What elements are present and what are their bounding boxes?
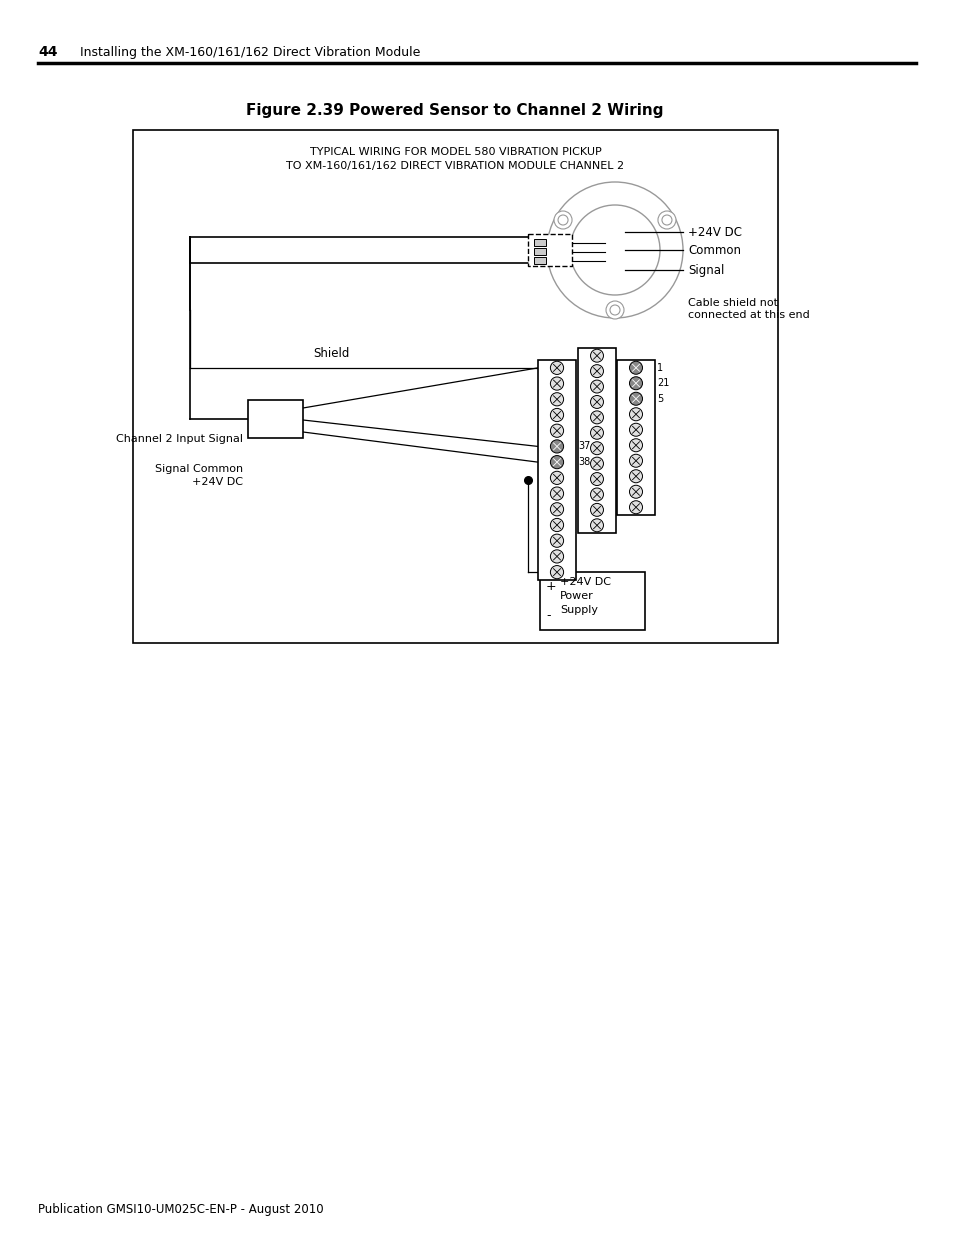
Bar xyxy=(534,257,545,264)
Circle shape xyxy=(550,377,563,390)
Circle shape xyxy=(590,364,603,378)
Circle shape xyxy=(605,301,623,319)
Circle shape xyxy=(590,426,603,440)
Circle shape xyxy=(590,442,603,454)
Text: Signal Common: Signal Common xyxy=(154,464,243,474)
Text: 37: 37 xyxy=(578,441,590,452)
Bar xyxy=(132,130,778,643)
Circle shape xyxy=(590,519,603,532)
Text: Signal: Signal xyxy=(687,263,723,277)
Circle shape xyxy=(550,472,563,484)
Text: 44: 44 xyxy=(38,44,57,59)
Text: -: - xyxy=(545,610,550,622)
Circle shape xyxy=(550,393,563,406)
Circle shape xyxy=(590,380,603,393)
Circle shape xyxy=(550,456,563,469)
Text: +24V DC: +24V DC xyxy=(192,477,243,487)
Circle shape xyxy=(550,440,563,453)
Circle shape xyxy=(661,215,671,225)
Text: Cable shield not
connected at this end: Cable shield not connected at this end xyxy=(687,298,809,320)
Circle shape xyxy=(558,215,567,225)
Circle shape xyxy=(550,503,563,516)
Circle shape xyxy=(629,438,641,452)
Circle shape xyxy=(590,411,603,424)
Circle shape xyxy=(629,377,641,390)
Circle shape xyxy=(590,488,603,501)
Circle shape xyxy=(629,362,641,374)
Circle shape xyxy=(629,408,641,421)
Bar xyxy=(248,400,303,438)
Circle shape xyxy=(546,182,682,317)
Circle shape xyxy=(629,500,641,514)
Bar xyxy=(534,248,545,254)
Circle shape xyxy=(550,519,563,531)
Bar xyxy=(534,240,545,246)
Circle shape xyxy=(550,362,563,374)
Circle shape xyxy=(550,409,563,421)
Bar xyxy=(537,359,576,580)
Text: TO XM-160/161/162 DIRECT VIBRATION MODULE CHANNEL 2: TO XM-160/161/162 DIRECT VIBRATION MODUL… xyxy=(286,161,624,170)
Circle shape xyxy=(609,305,619,315)
Text: +24V DC: +24V DC xyxy=(687,226,741,238)
Circle shape xyxy=(550,534,563,547)
Bar xyxy=(539,572,644,630)
Text: Publication GMSI10-UM025C-EN-P - August 2010: Publication GMSI10-UM025C-EN-P - August … xyxy=(38,1203,323,1216)
Circle shape xyxy=(658,211,676,228)
Circle shape xyxy=(550,550,563,563)
Circle shape xyxy=(629,424,641,436)
Text: Shield: Shield xyxy=(313,347,349,359)
Circle shape xyxy=(550,487,563,500)
Circle shape xyxy=(629,469,641,483)
Circle shape xyxy=(550,566,563,579)
Circle shape xyxy=(629,393,641,405)
Text: Channel 2 Input Signal: Channel 2 Input Signal xyxy=(116,435,243,445)
Text: +: + xyxy=(545,579,556,593)
Circle shape xyxy=(569,205,659,295)
Text: +24V DC
Power
Supply: +24V DC Power Supply xyxy=(559,577,610,615)
Text: Common: Common xyxy=(687,243,740,257)
Text: 38: 38 xyxy=(578,457,590,467)
Circle shape xyxy=(554,211,572,228)
Circle shape xyxy=(629,454,641,467)
Text: 5: 5 xyxy=(657,394,662,404)
Circle shape xyxy=(590,457,603,471)
Circle shape xyxy=(590,504,603,516)
Bar xyxy=(617,359,655,515)
Text: Installing the XM-160/161/162 Direct Vibration Module: Installing the XM-160/161/162 Direct Vib… xyxy=(80,46,420,58)
Circle shape xyxy=(590,473,603,485)
Bar xyxy=(578,348,616,534)
Bar xyxy=(527,233,572,266)
Circle shape xyxy=(550,424,563,437)
Text: 21: 21 xyxy=(657,378,669,388)
Text: TYPICAL WIRING FOR MODEL 580 VIBRATION PICKUP: TYPICAL WIRING FOR MODEL 580 VIBRATION P… xyxy=(310,147,600,157)
Circle shape xyxy=(590,350,603,362)
Circle shape xyxy=(629,485,641,498)
Circle shape xyxy=(590,395,603,409)
Text: Figure 2.39 Powered Sensor to Channel 2 Wiring: Figure 2.39 Powered Sensor to Channel 2 … xyxy=(246,103,663,117)
Text: 1: 1 xyxy=(657,363,662,373)
